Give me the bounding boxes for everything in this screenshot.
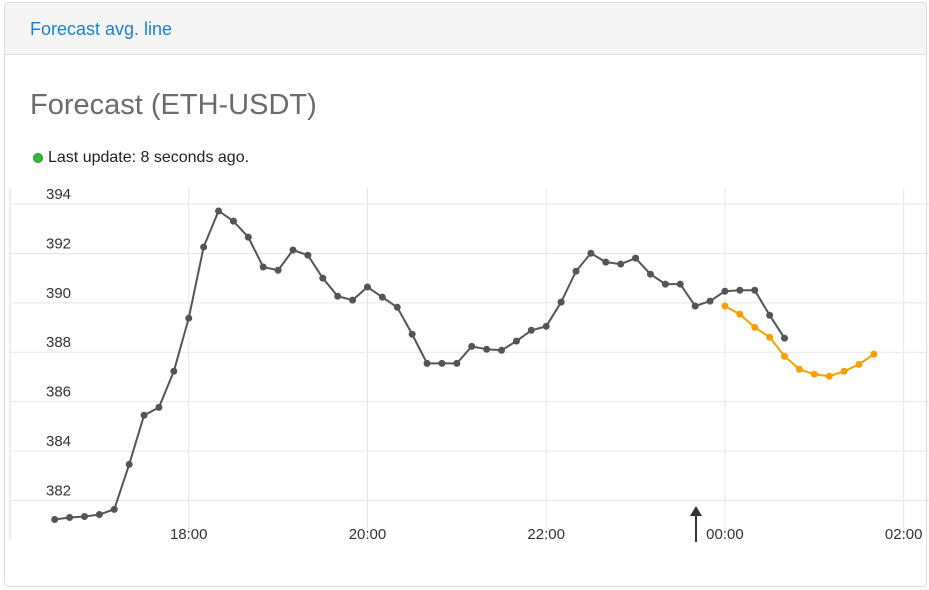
data-point [646,270,654,278]
data-point [781,334,789,342]
data-point [95,511,103,519]
data-point [691,302,699,310]
data-point [617,260,625,268]
data-point [825,372,833,380]
data-point [751,323,759,331]
data-point [602,258,610,266]
data-point [289,246,297,254]
x-tick-label: 20:00 [349,526,387,543]
status-dot [33,153,43,163]
data-point [781,352,789,360]
data-point [766,333,774,341]
panel-header: Forecast avg. line [5,3,926,55]
data-point [453,359,461,367]
x-tick-label: 02:00 [885,526,923,543]
data-point [527,326,535,334]
y-tick-label: 388 [46,334,71,351]
data-point [676,280,684,288]
data-point [587,249,595,257]
data-point [185,314,193,322]
x-tick-label: 22:00 [527,526,565,543]
data-point [810,370,818,378]
data-point [632,254,640,262]
data-point [200,243,208,251]
y-tick-label: 390 [46,285,71,302]
data-point [736,310,744,318]
data-point [170,367,178,375]
data-point [512,337,520,345]
y-tick-label: 384 [46,433,71,450]
data-point [349,296,357,304]
data-point [274,266,282,274]
data-point [334,292,342,300]
x-tick-label: 18:00 [170,526,208,543]
data-point [542,322,550,330]
data-point [557,298,565,306]
series-line [54,209,786,521]
series-line [724,305,875,378]
data-point [378,293,386,301]
panel: Forecast avg. line Forecast (ETH-USDT) L… [4,2,927,587]
data-point [140,411,148,419]
data-point [244,233,252,241]
status: Last update: 8 seconds ago. [33,149,249,167]
data-point [468,342,476,350]
data-point [706,297,714,305]
data-point [393,303,401,311]
x-tick-label: 00:00 [706,526,744,543]
tab-link[interactable]: Forecast avg. line [30,19,173,39]
data-point [483,345,491,353]
data-point [319,274,327,282]
data-point [438,359,446,367]
y-tick-label: 394 [46,186,71,203]
data-point [51,515,59,523]
data-point [408,330,416,338]
y-tick-label: 382 [46,482,71,499]
now-arrow-head [690,506,702,516]
data-point [870,350,878,358]
data-point [572,267,580,275]
status-text: Last update: 8 seconds ago. [48,149,250,166]
data-point [229,217,237,225]
data-point [721,302,729,310]
data-point [125,460,133,468]
data-point [304,251,312,259]
data-point [855,360,863,368]
data-point [259,263,267,271]
data-point [110,505,118,513]
data-point [840,367,848,375]
data-point [721,287,729,295]
data-point [736,286,744,294]
data-point [66,514,74,522]
data-point [795,365,803,373]
data-point [363,283,371,291]
y-tick-label: 392 [46,235,71,252]
data-point [661,280,669,288]
data-point [766,311,774,319]
data-point [155,403,163,411]
data-point [751,286,759,294]
panel-title: Forecast (ETH-USDT) [30,89,317,121]
data-point [215,207,223,215]
y-tick-label: 386 [46,384,71,401]
data-point [498,346,506,354]
data-point [80,513,88,521]
data-point [423,359,431,367]
